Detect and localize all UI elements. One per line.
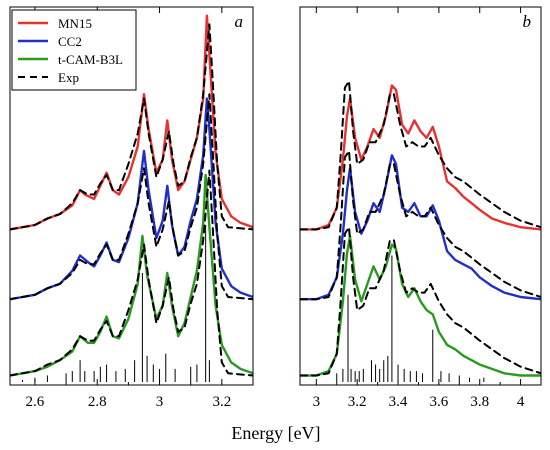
- panel-b: 3 3.2 3.4 3.6 3.8 4 b: [299, 6, 542, 410]
- legend-label: CC2: [58, 34, 82, 49]
- x-tick-label: 2.8: [88, 394, 107, 410]
- legend: MN15 CC2 t-CAM-B3L Exp: [11, 9, 137, 91]
- x-tick-label: 2.6: [26, 394, 45, 410]
- legend-label: MN15: [58, 16, 92, 31]
- legend-label: t-CAM-B3L: [58, 52, 123, 67]
- series-line-t-cam-b3l: [300, 234, 541, 377]
- series-line-cc2: [300, 154, 541, 301]
- x-tick-label: 3: [156, 394, 164, 410]
- panel-label: a: [235, 12, 244, 31]
- x-tick-label: 3.6: [430, 394, 449, 410]
- series-line-cc2: [10, 97, 253, 301]
- legend-label: Exp: [58, 70, 79, 85]
- series-line-exp: [10, 93, 253, 301]
- panel-a: 2.6 2.8 3 3.2 a: [9, 6, 254, 410]
- series-line-exp: [300, 149, 541, 301]
- x-tick-label: 3.4: [389, 394, 408, 410]
- plot-area: [300, 80, 541, 382]
- x-tick-label: 3.2: [348, 394, 367, 410]
- series-line-exp: [10, 169, 253, 377]
- x-axis-label: Energy [eV]: [231, 423, 320, 443]
- series-line-exp: [10, 23, 253, 231]
- x-tick-label: 3.2: [212, 394, 231, 410]
- series-line-mn15: [300, 84, 541, 231]
- x-tick-label: 3.8: [470, 394, 489, 410]
- panel-label: b: [523, 12, 532, 31]
- series-line-exp: [300, 80, 541, 231]
- x-tick-label: 4: [517, 394, 525, 410]
- plot-frame: [9, 6, 254, 386]
- plot-frame: [299, 6, 542, 386]
- plot-area: [10, 14, 253, 382]
- series-line-exp: [300, 226, 541, 377]
- x-tick-label: 3: [313, 394, 321, 410]
